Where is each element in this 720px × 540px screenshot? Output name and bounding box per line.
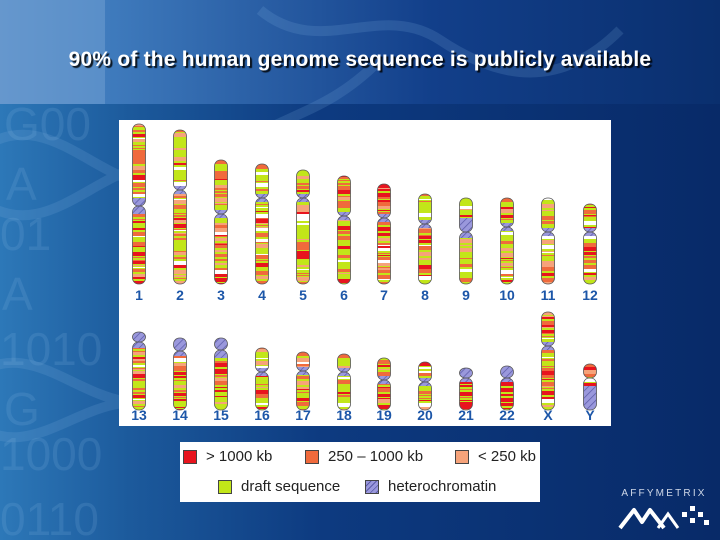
chromosome-10: 10	[499, 197, 515, 303]
chromosome-6: 6	[337, 175, 351, 303]
chromosome-8: 8	[418, 193, 432, 303]
svg-text:A: A	[6, 158, 37, 210]
chromosome-label-19: 19	[376, 407, 392, 423]
legend-swatch-heterochromatin	[365, 479, 379, 494]
logo-graphic	[618, 506, 709, 530]
chromosome-16: 16	[254, 347, 270, 423]
legend-swatch-draft-sequence	[218, 479, 232, 494]
chromosome-ideogram-panel: 1 2 3 4 5 6 7 8 9 10 11 12 13 14 15 16 17 18 19 20 21 22 X Y	[119, 120, 611, 426]
chromosome-x: X	[541, 311, 555, 423]
binary-digits-decoration: G00 A 01 A 1010 G 1000 0110	[0, 98, 102, 540]
chromosome-label-y: Y	[585, 407, 595, 423]
svg-text:1000: 1000	[0, 428, 102, 480]
chromosome-label-12: 12	[582, 287, 598, 303]
legend-item-250-1000kb: 250 – 1000 kb	[305, 448, 423, 465]
legend-item-lt-250kb: < 250 kb	[455, 448, 536, 465]
legend-label-draft-sequence: draft sequence	[241, 478, 341, 495]
chromosome-19: 19	[376, 357, 392, 423]
chromosome-label-3: 3	[217, 287, 225, 303]
chromosome-label-16: 16	[254, 407, 270, 423]
svg-text:1010: 1010	[0, 323, 102, 375]
legend-item-heterochromatin: heterochromatin	[365, 478, 496, 495]
chromosome-y: Y	[583, 363, 597, 423]
chromosome-label-13: 13	[131, 407, 147, 423]
chromosome-label-5: 5	[299, 287, 307, 303]
chromosome-21: 21	[458, 367, 474, 423]
chromosome-7: 7	[377, 183, 391, 303]
chromosome-label-8: 8	[421, 287, 429, 303]
title-bar: 90% of the human genome sequence is publ…	[0, 0, 720, 100]
chromosome-label-18: 18	[336, 407, 352, 423]
svg-text:01: 01	[0, 208, 51, 260]
chromosome-12: 12	[582, 203, 598, 303]
legend-swatch-lt-250kb	[455, 449, 469, 464]
legend-swatch-250-1000kb	[305, 449, 319, 464]
chromosome-label-2: 2	[176, 287, 184, 303]
chromosome-label-7: 7	[380, 287, 388, 303]
svg-text:G00: G00	[4, 98, 91, 150]
legend-item-gt-1000kb: > 1000 kb	[183, 448, 272, 465]
chromosome-label-15: 15	[213, 407, 229, 423]
affymetrix-logo: AFFYMETRIX	[612, 488, 716, 532]
chromosome-9: 9	[459, 197, 473, 303]
legend-label-heterochromatin: heterochromatin	[388, 478, 497, 495]
chromosome-20: 20	[417, 361, 433, 423]
chromosome-label-11: 11	[541, 287, 556, 303]
chromosome-label-x: X	[543, 407, 553, 423]
svg-text:0110: 0110	[0, 493, 99, 540]
chromosome-2: 2	[173, 129, 187, 303]
legend-label-lt-250kb: < 250 kb	[478, 448, 536, 465]
chromosome-label-14: 14	[172, 407, 188, 423]
chromosome-22: 22	[499, 365, 515, 423]
chromosome-4: 4	[255, 163, 269, 303]
legend: > 1000 kb 250 – 1000 kb < 250 kb draft s…	[180, 442, 540, 502]
legend-label-gt-1000kb: > 1000 kb	[206, 448, 273, 465]
chromosome-label-10: 10	[499, 287, 515, 303]
chromosome-17: 17	[295, 351, 311, 423]
chromosome-15: 15	[213, 337, 229, 423]
legend-swatch-gt-1000kb	[183, 449, 197, 464]
chromosome-13: 13	[131, 331, 147, 423]
chromosome-label-1: 1	[135, 287, 143, 303]
chromosome-label-17: 17	[295, 407, 311, 423]
chromosome-label-9: 9	[462, 287, 470, 303]
chromosome-label-20: 20	[417, 407, 433, 423]
svg-text:G: G	[4, 383, 40, 435]
chromosome-18: 18	[336, 353, 352, 423]
slide-title: 90% of the human genome sequence is publ…	[68, 48, 652, 71]
chromosome-label-21: 21	[458, 407, 474, 423]
legend-item-draft-sequence: draft sequence	[218, 478, 340, 495]
svg-text:A: A	[2, 268, 33, 320]
chromosome-3: 3	[214, 159, 228, 303]
chromosome-5: 5	[296, 169, 310, 303]
chromosome-label-6: 6	[340, 287, 348, 303]
chromosome-1: 1	[132, 123, 146, 303]
chromosome-label-4: 4	[258, 287, 266, 303]
chromosome-11: 11	[541, 197, 556, 303]
chromosome-label-22: 22	[499, 407, 515, 423]
chromosome-14: 14	[172, 337, 188, 423]
logo-wordmark: AFFYMETRIX	[621, 488, 707, 499]
legend-label-250-1000kb: 250 – 1000 kb	[328, 448, 424, 465]
